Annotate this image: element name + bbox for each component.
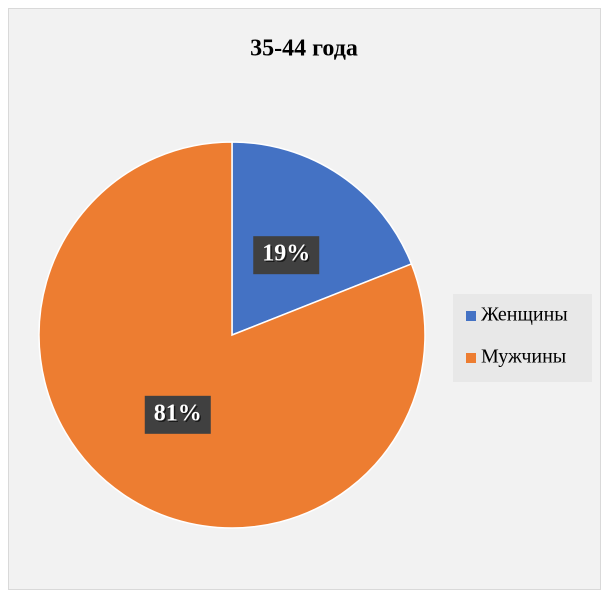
data-label-shadow: 81% (155, 402, 203, 428)
data-label: 19% (262, 241, 310, 267)
data-label-box (144, 395, 211, 434)
data-label-box (253, 236, 320, 275)
legend-label: Женщины (481, 304, 568, 326)
legend-swatch (466, 311, 476, 321)
pie-slice (231, 141, 413, 337)
data-label: 81% (154, 400, 202, 426)
chart-title: 35-44 года (250, 36, 358, 62)
data-label-shadow: 19% (264, 242, 312, 268)
pie-slice (38, 141, 426, 529)
legend-box (453, 294, 592, 382)
legend-label: Мужчины (481, 346, 566, 368)
legend-swatch (466, 353, 476, 363)
